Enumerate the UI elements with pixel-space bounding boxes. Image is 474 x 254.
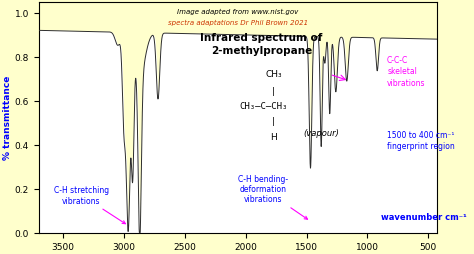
Text: (vapour): (vapour) bbox=[303, 128, 339, 137]
Text: C-C-C
skeletal
vibrations: C-C-C skeletal vibrations bbox=[387, 56, 426, 87]
Text: C-H bending-
deformation
vibrations: C-H bending- deformation vibrations bbox=[237, 174, 308, 219]
Text: Image adapted from www.nist.gov: Image adapted from www.nist.gov bbox=[177, 9, 299, 14]
Text: spectra adaptations Dr Phil Brown 2021: spectra adaptations Dr Phil Brown 2021 bbox=[168, 20, 308, 26]
Text: CH₃—C—CH₃: CH₃—C—CH₃ bbox=[239, 102, 288, 111]
Text: |: | bbox=[272, 87, 275, 96]
Text: wavenumber cm⁻¹: wavenumber cm⁻¹ bbox=[381, 212, 467, 221]
Text: 1500 to 400 cm⁻¹
fingerprint region: 1500 to 400 cm⁻¹ fingerprint region bbox=[387, 131, 455, 151]
Text: |: | bbox=[272, 117, 275, 126]
Y-axis label: % transmittance: % transmittance bbox=[3, 76, 12, 160]
Text: CH₃: CH₃ bbox=[265, 70, 282, 78]
Text: H: H bbox=[270, 133, 277, 142]
Text: C-H stretching
vibrations: C-H stretching vibrations bbox=[54, 186, 126, 224]
Text: Infrared spectrum of
2-methylpropane: Infrared spectrum of 2-methylpropane bbox=[201, 33, 323, 56]
